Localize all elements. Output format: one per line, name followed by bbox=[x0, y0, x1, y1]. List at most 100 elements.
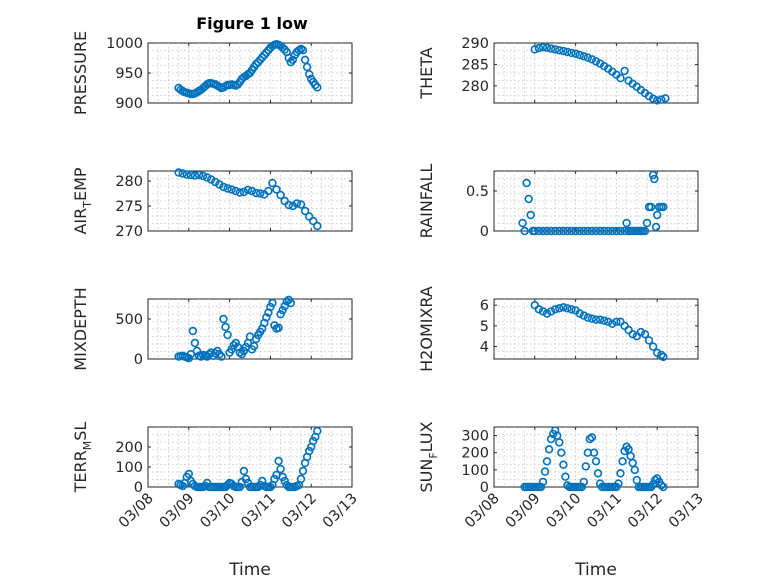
data-point bbox=[587, 226, 597, 236]
data-point bbox=[231, 186, 240, 196]
panel-air: 270 275 280 AIRTEMP bbox=[71, 167, 353, 240]
y-tick-label: 100 bbox=[461, 463, 489, 479]
data-point bbox=[286, 298, 295, 308]
y-tick-label: 0.5 bbox=[466, 184, 489, 200]
data-point bbox=[652, 348, 662, 357]
data-point bbox=[599, 316, 609, 325]
data-point bbox=[652, 210, 662, 220]
data-point bbox=[657, 350, 666, 360]
panel-h2omixra: 4 5 6 H2OMIXRA bbox=[417, 286, 699, 372]
data-point bbox=[555, 438, 564, 447]
data-point bbox=[188, 326, 198, 336]
y-tick-label: 5 bbox=[480, 319, 489, 335]
x-tick-label: 03/13 bbox=[320, 491, 361, 532]
data-point bbox=[587, 433, 597, 442]
data-point bbox=[272, 185, 281, 194]
data-point bbox=[526, 210, 535, 220]
y-axis-label: PRESSURE bbox=[71, 31, 90, 115]
data-point bbox=[540, 467, 550, 476]
y-tick-label: 200 bbox=[115, 440, 143, 456]
data-point bbox=[264, 186, 273, 196]
y-tick-label: 0 bbox=[134, 480, 143, 496]
y-axis-label: RAINFALL bbox=[417, 164, 436, 239]
data-point bbox=[280, 476, 289, 486]
data-point bbox=[278, 472, 287, 482]
y-tick-label: 0 bbox=[480, 480, 489, 496]
data-point bbox=[640, 330, 650, 339]
data-point bbox=[648, 94, 658, 103]
data-point bbox=[313, 426, 322, 436]
y-axis-label-main: THETA bbox=[417, 47, 436, 99]
x-axis-label: Time bbox=[228, 560, 271, 580]
y-axis-label: MIXDEPTH bbox=[71, 287, 90, 370]
y-tick-label: 275 bbox=[115, 199, 143, 215]
y-axis-label-main: SUN bbox=[417, 459, 436, 493]
data-point bbox=[192, 346, 202, 356]
x-tick-label: 03/08 bbox=[116, 491, 157, 532]
data-point bbox=[642, 218, 652, 228]
y-tick-label: 280 bbox=[115, 174, 143, 190]
data-point bbox=[249, 342, 259, 351]
data-point bbox=[550, 426, 560, 435]
data-point bbox=[620, 446, 629, 456]
data-point bbox=[644, 336, 654, 345]
data-point bbox=[524, 194, 533, 204]
chart-title: Figure 1 low bbox=[196, 14, 308, 33]
data-point bbox=[616, 73, 625, 83]
data-point bbox=[555, 226, 564, 236]
data-point bbox=[559, 460, 568, 469]
data-point bbox=[542, 43, 552, 52]
data-point bbox=[563, 47, 572, 57]
data-point bbox=[221, 322, 230, 332]
data-point bbox=[630, 465, 639, 475]
data-point bbox=[579, 52, 588, 61]
data-point bbox=[575, 309, 584, 318]
x-tick-label: 03/10 bbox=[544, 491, 585, 532]
data-point bbox=[300, 206, 310, 216]
data-point bbox=[567, 48, 576, 58]
panel-mixdepth: 0 500 MIXDEPTH bbox=[71, 287, 353, 371]
y-tick-label: 270 bbox=[115, 224, 143, 240]
data-point bbox=[309, 216, 318, 226]
data-point bbox=[538, 307, 548, 316]
data-point bbox=[305, 446, 314, 456]
data-point bbox=[591, 57, 601, 66]
data-point bbox=[239, 346, 249, 356]
data-point bbox=[243, 185, 253, 195]
y-tick-label: 950 bbox=[115, 66, 143, 82]
data-point bbox=[190, 338, 200, 348]
data-point bbox=[579, 311, 588, 320]
data-point bbox=[194, 170, 204, 180]
data-point bbox=[276, 464, 285, 474]
data-point bbox=[648, 170, 658, 180]
data-point bbox=[657, 481, 666, 490]
data-point bbox=[650, 174, 659, 184]
data-point bbox=[620, 66, 629, 76]
y-tick-label: 500 bbox=[115, 312, 143, 328]
data-point bbox=[591, 315, 601, 324]
data-point bbox=[659, 352, 668, 362]
data-point bbox=[534, 305, 544, 314]
data-point bbox=[219, 314, 228, 324]
data-point bbox=[186, 170, 196, 180]
data-point bbox=[648, 342, 658, 351]
data-point bbox=[247, 186, 257, 196]
x-tick-label: 03/11 bbox=[584, 491, 625, 532]
data-point bbox=[241, 474, 251, 484]
y-axis-label-subscript: T bbox=[81, 201, 94, 209]
plot-area bbox=[493, 298, 699, 360]
y-tick-label: 300 bbox=[461, 429, 489, 445]
data-point bbox=[251, 188, 261, 198]
data-point bbox=[309, 436, 318, 446]
data-point bbox=[300, 55, 310, 64]
data-point bbox=[575, 50, 584, 60]
data-point bbox=[622, 218, 631, 228]
data-point bbox=[579, 477, 588, 487]
data-point bbox=[190, 171, 200, 180]
data-point bbox=[538, 43, 548, 52]
y-axis-label-main: AIR bbox=[71, 208, 90, 235]
data-point bbox=[302, 62, 312, 72]
data-point bbox=[608, 226, 617, 236]
